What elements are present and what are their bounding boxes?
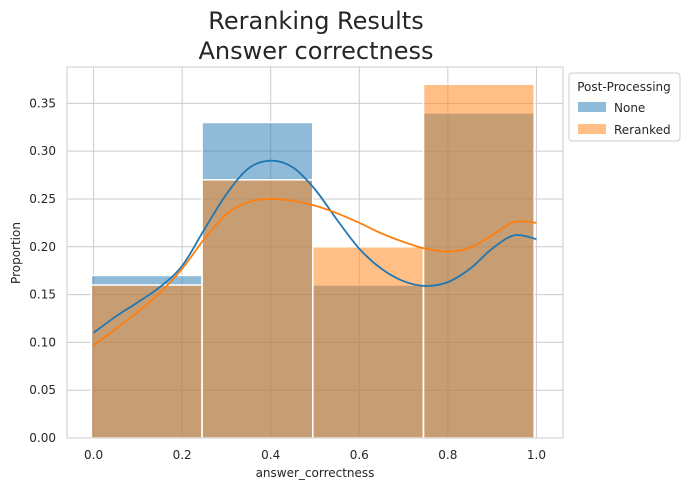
y-tick-label: 0.05 (29, 383, 56, 397)
bars (90, 83, 535, 439)
y-tick-label: 0.10 (29, 335, 56, 349)
legend-title: Post-Processing (577, 80, 671, 94)
x-tick-label: 0.4 (261, 448, 280, 462)
y-tick-label: 0.20 (29, 240, 56, 254)
x-tick-label: 0.8 (438, 448, 457, 462)
legend-swatch-reranked (578, 124, 606, 134)
y-tick-label: 0.00 (29, 431, 56, 445)
y-tick-label: 0.30 (29, 144, 56, 158)
legend-label-reranked: Reranked (614, 123, 671, 137)
y-axis-label: Proportion (9, 222, 23, 284)
bar-reranked-1 (201, 179, 314, 439)
y-axis-ticks: 0.00 0.05 0.10 0.15 0.20 0.25 0.30 0.35 (29, 96, 56, 445)
bar-reranked-2 (312, 246, 425, 439)
bar-reranked-0 (90, 284, 203, 439)
plot-frame (66, 66, 564, 439)
kde-line-none (93, 159, 537, 334)
y-tick-label: 0.25 (29, 192, 56, 206)
legend-swatch-none (578, 102, 606, 112)
kde-curves (93, 159, 537, 346)
x-axis-label: answer_correctness (256, 466, 375, 480)
chart-title-line-1: Reranking Results (208, 7, 423, 35)
x-tick-label: 1.0 (527, 448, 546, 462)
chart-title-line-2: Answer correctness (198, 37, 433, 65)
x-tick-label: 0.2 (173, 448, 192, 462)
y-tick-label: 0.15 (29, 288, 56, 302)
legend-label-none: None (614, 101, 645, 115)
x-axis-ticks: 0.0 0.2 0.4 0.6 0.8 1.0 (84, 448, 546, 462)
kde-line-reranked (93, 198, 537, 346)
x-tick-label: 0.0 (84, 448, 103, 462)
legend: Post-Processing None Reranked (568, 72, 681, 142)
x-tick-label: 0.6 (350, 448, 369, 462)
y-tick-label: 0.35 (29, 96, 56, 110)
